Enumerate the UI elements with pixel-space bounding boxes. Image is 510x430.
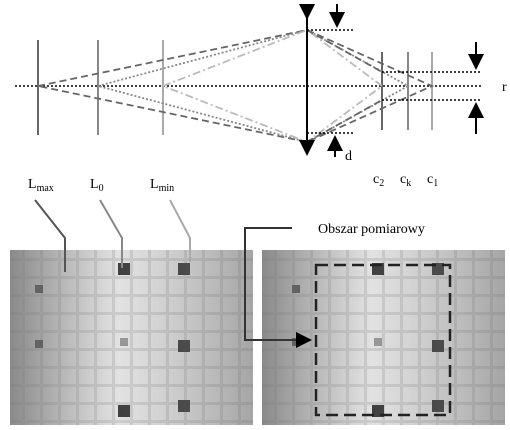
label-part: L: [90, 177, 99, 192]
plane-label: Lmin: [150, 177, 174, 194]
plane-label: L0: [90, 177, 104, 194]
radius-label: r: [502, 80, 507, 95]
figure: d r Lmax L0 Lmin c2 ck c1 Obszar pomiaro…: [0, 0, 510, 430]
photo-right: [262, 250, 505, 425]
label-part: 1: [433, 178, 438, 189]
photo-left: [10, 250, 253, 425]
label-part: 2: [379, 178, 384, 189]
label-part: 0: [99, 183, 104, 194]
lens-label: d: [345, 149, 352, 164]
region-label: Obszar pomiarowy: [318, 222, 425, 237]
planes: [38, 40, 432, 135]
label-part: k: [406, 178, 411, 189]
label-part: L: [150, 177, 159, 192]
label-part: max: [37, 183, 54, 194]
sensor-label: c1: [427, 172, 438, 189]
sensor-label: c2: [373, 172, 384, 189]
label-part: min: [159, 183, 175, 194]
sensor-label: ck: [400, 172, 411, 189]
plane-label: Lmax: [28, 177, 54, 194]
label-part: L: [28, 177, 37, 192]
